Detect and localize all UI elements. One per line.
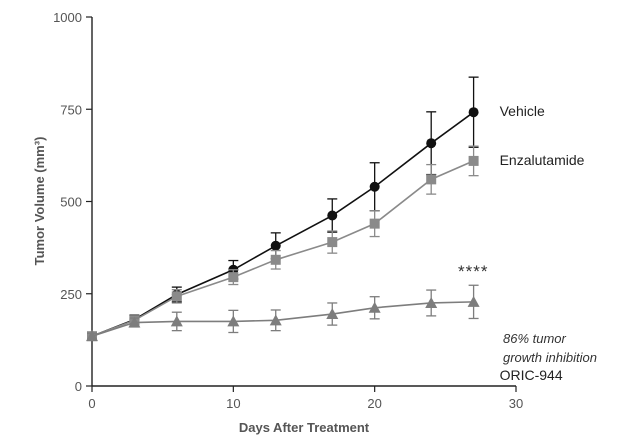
data-point (270, 240, 281, 251)
x-tick-label: 30 (509, 396, 523, 411)
series-label: ORIC-944 (500, 367, 563, 383)
y-tick-label: 500 (60, 195, 82, 210)
y-tick-label: 750 (60, 102, 82, 117)
data-point (171, 291, 182, 302)
series-label: Vehicle (500, 103, 545, 119)
x-tick-label: 0 (88, 396, 95, 411)
data-point (327, 210, 338, 221)
series-line (91, 111, 475, 337)
data-point (467, 295, 480, 307)
data-point (86, 330, 98, 342)
inhibition-label-line2: growth inhibition (503, 350, 597, 365)
series-enzalutamide: Enzalutamide (87, 145, 585, 342)
series-label: Enzalutamide (500, 152, 585, 168)
series-line (91, 301, 474, 337)
series-oric-944: ORIC-944 (86, 284, 563, 383)
data-point (426, 138, 437, 149)
series-group: Vehicle Enzalutamide ORIC-944 (86, 76, 585, 383)
y-tick-label: 0 (75, 379, 82, 394)
y-tick-label: 1000 (53, 10, 82, 25)
data-point (270, 254, 281, 265)
data-point (426, 174, 437, 185)
y-tick-label: 250 (60, 287, 82, 302)
tick-group: 0 250 500 750 1000 0 10 20 30 (53, 10, 523, 411)
x-tick-label: 20 (367, 396, 381, 411)
data-point (227, 315, 240, 327)
data-point (326, 308, 339, 320)
data-point (425, 296, 438, 308)
data-point (269, 314, 282, 326)
data-point (228, 272, 239, 283)
inhibition-label-line1: 86% tumor (503, 331, 567, 346)
data-point (327, 237, 338, 248)
data-point (468, 155, 479, 166)
data-point (368, 301, 381, 313)
data-point (369, 181, 380, 192)
data-point (369, 218, 380, 229)
significance-label: **** (458, 262, 488, 281)
axes (91, 17, 516, 387)
data-point (128, 316, 141, 328)
data-point (468, 107, 479, 118)
data-point (170, 315, 183, 327)
x-axis-title: Days After Treatment (239, 420, 370, 435)
y-axis-title: Tumor Volume (mm³) (32, 137, 47, 266)
x-tick-label: 10 (226, 396, 240, 411)
